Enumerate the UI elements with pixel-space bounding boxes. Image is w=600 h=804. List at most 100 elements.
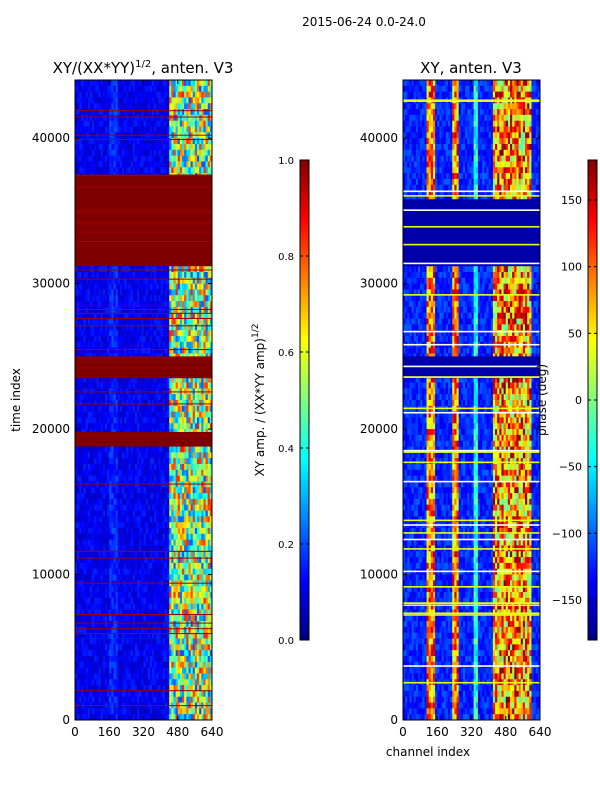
- heatmap-cell: [199, 528, 202, 535]
- heatmap-cell: [128, 417, 132, 424]
- heatmap-cell: [184, 97, 187, 104]
- amplitude-heatmap[interactable]: [75, 80, 212, 720]
- heatmap-cell: [111, 144, 114, 151]
- heatmap-cell: [96, 446, 99, 453]
- heatmap-cell: [192, 272, 196, 279]
- heatmap-cell: [167, 405, 170, 413]
- heatmap-cell: [167, 516, 170, 523]
- heatmap-cell: [94, 423, 97, 430]
- heatmap-cell: [192, 376, 196, 383]
- heatmap-cell: [147, 80, 151, 87]
- heatmap-cell: [188, 394, 191, 401]
- heatmap-cell: [119, 464, 123, 471]
- heatmap-cell: [111, 97, 114, 104]
- heatmap-cell: [154, 324, 157, 331]
- heatmap-cell: [147, 510, 151, 517]
- heatmap-cell: [173, 295, 177, 302]
- heatmap-cell: [143, 469, 147, 477]
- heatmap-cell: [96, 423, 99, 430]
- heatmap-cell: [81, 80, 84, 87]
- heatmap-cell: [188, 475, 191, 482]
- heatmap-cell: [102, 114, 106, 122]
- heatmap-cell: [77, 487, 80, 494]
- heatmap-cell: [160, 376, 164, 383]
- heatmap-cell: [89, 283, 93, 290]
- heatmap-cell: [205, 318, 209, 325]
- heatmap-cell: [92, 341, 95, 349]
- heatmap-cell: [134, 312, 138, 319]
- heatmap-cell: [98, 382, 102, 389]
- heatmap-cell: [177, 516, 181, 523]
- heatmap-cell: [102, 144, 106, 151]
- heatmap-cell: [130, 149, 134, 157]
- heatmap-cell: [75, 144, 78, 151]
- heatmap-cell: [115, 85, 119, 93]
- heatmap-cell: [199, 347, 202, 354]
- heatmap-cell: [107, 510, 110, 517]
- heatmap-cell: [194, 417, 198, 424]
- heatmap-cell: [132, 120, 136, 127]
- heatmap-cell: [184, 155, 187, 162]
- heatmap-cell: [117, 295, 121, 302]
- heatmap-cell: [192, 498, 196, 506]
- heatmap-cell: [156, 405, 159, 413]
- heatmap-cell: [102, 277, 106, 285]
- heatmap-cell: [79, 155, 82, 162]
- heatmap-cell: [145, 446, 149, 453]
- heatmap-cell: [186, 144, 189, 151]
- heatmap-cell: [192, 283, 196, 290]
- heatmap-cell: [104, 417, 108, 424]
- heatmap-cell: [207, 103, 211, 110]
- heatmap-cell: [122, 336, 125, 343]
- heatmap-cell: [109, 312, 112, 319]
- heatmap-cell: [171, 138, 174, 145]
- heatmap-cell: [79, 487, 82, 494]
- heatmap-cell: [169, 103, 172, 110]
- heatmap-cell: [96, 516, 99, 523]
- heatmap-cell: [122, 85, 125, 93]
- heatmap-cell: [79, 312, 82, 319]
- heatmap-cell: [122, 400, 125, 407]
- heatmap-cell: [83, 423, 87, 430]
- heatmap-cell: [92, 324, 95, 331]
- heatmap-cell: [182, 318, 185, 325]
- heatmap-cell: [119, 336, 123, 343]
- heatmap-cell: [175, 80, 179, 87]
- heatmap-cell: [158, 516, 162, 523]
- heatmap-cell: [169, 446, 172, 453]
- heatmap-cell: [167, 458, 170, 465]
- heatmap-cell: [87, 149, 91, 157]
- heatmap-cell: [92, 516, 95, 523]
- heatmap-cell: [179, 272, 183, 279]
- heatmap-cell: [96, 85, 99, 93]
- heatmap-cell: [100, 272, 104, 279]
- heatmap-cell: [81, 336, 84, 343]
- heatmap-cell: [92, 423, 95, 430]
- heatmap-cell: [179, 97, 183, 104]
- heatmap-cell: [173, 493, 177, 500]
- heatmap-cell: [77, 138, 80, 145]
- heatmap-cell: [79, 167, 82, 174]
- heatmap-cell: [184, 341, 187, 349]
- heatmap-cell: [186, 347, 189, 354]
- heatmap-cell: [100, 394, 104, 401]
- heatmap-cell: [205, 277, 209, 285]
- heatmap-cell: [156, 394, 159, 401]
- heatmap-cell: [128, 318, 132, 325]
- heatmap-cell: [79, 394, 82, 401]
- heatmap-cell: [77, 306, 80, 314]
- heatmap-cell: [107, 85, 110, 93]
- heatmap-cell: [199, 504, 202, 511]
- heatmap-cell: [126, 487, 129, 494]
- heatmap-cell: [173, 487, 177, 494]
- heatmap-cell: [100, 266, 104, 273]
- heatmap-cell: [81, 469, 84, 477]
- heatmap-cell: [205, 109, 209, 116]
- heatmap-cell: [100, 324, 104, 331]
- heatmap-cell: [134, 469, 138, 477]
- heatmap-cell: [188, 347, 191, 354]
- heatmap-cell: [96, 458, 99, 465]
- heatmap-cell: [130, 493, 134, 500]
- heatmap-cell: [87, 109, 91, 116]
- heatmap-cell: [122, 528, 125, 535]
